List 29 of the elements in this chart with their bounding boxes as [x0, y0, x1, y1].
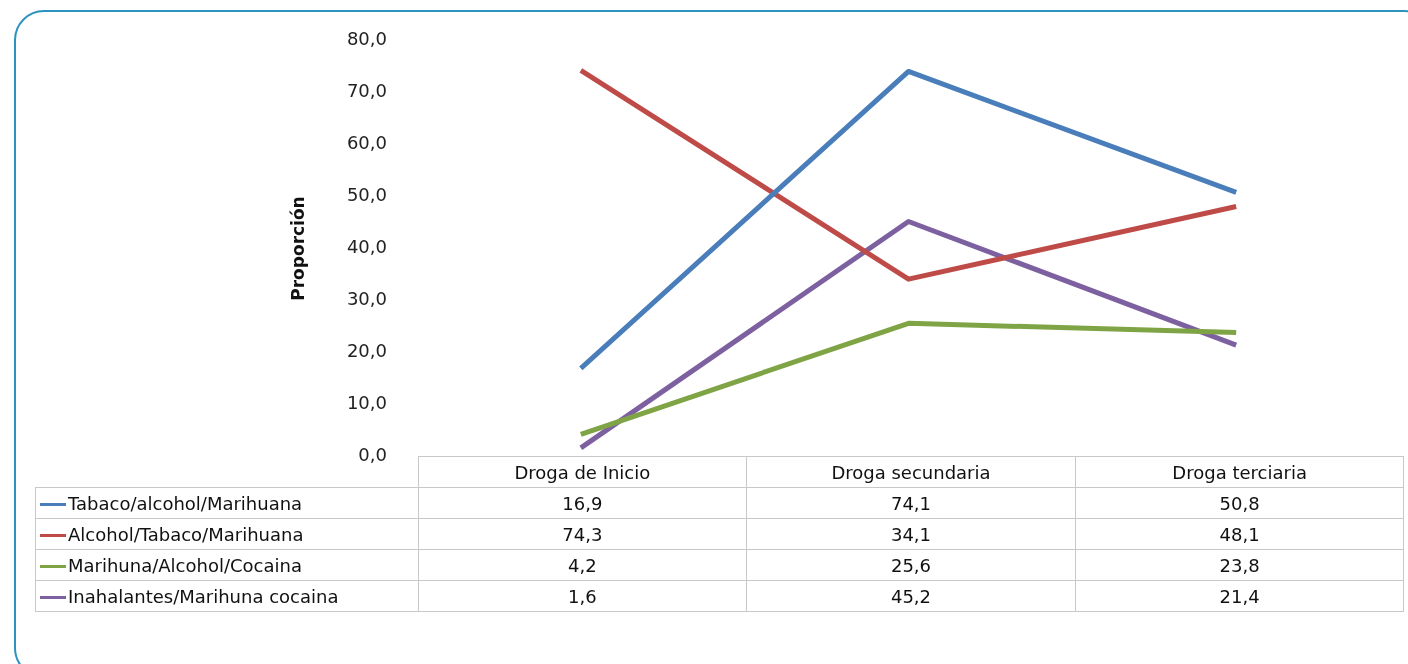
data-label: 4,2: [418, 549, 747, 581]
y-tick-label: 10,0: [346, 391, 387, 413]
y-tick-label: 80,0: [346, 28, 387, 50]
data-label: 74,1: [746, 487, 1076, 519]
data-label: 45,2: [746, 580, 1076, 612]
y-tick-label: 70,0: [346, 80, 387, 102]
legend-label: Marihuna/Alcohol/Cocaina: [35, 549, 418, 581]
y-tick-label: 40,0: [346, 236, 387, 258]
x-tick-label: Droga secundaria: [746, 456, 1076, 488]
x-tick-label: Droga de Inicio: [418, 456, 747, 488]
data-label: 1,6: [418, 580, 747, 612]
data-label: 16,9: [418, 487, 747, 519]
y-tick-label: 50,0: [346, 184, 387, 206]
data-label: 23,8: [1075, 549, 1404, 581]
y-tick-label: 0,0: [358, 443, 387, 465]
y-tick-label: 60,0: [346, 132, 387, 154]
legend-label: Alcohol/Tabaco/Marihuana: [35, 518, 418, 550]
data-label: 48,1: [1075, 518, 1404, 550]
legend-label: Inahalantes/Marihuna cocaina: [35, 580, 418, 612]
y-tick-label: 30,0: [346, 288, 387, 310]
x-tick-label: Droga terciaria: [1075, 456, 1404, 488]
y-tick-label: 20,0: [346, 340, 387, 362]
data-label: 50,8: [1075, 487, 1404, 519]
y-axis-title: Proporción: [287, 196, 308, 301]
data-label: 34,1: [746, 518, 1076, 550]
data-label: 21,4: [1075, 580, 1404, 612]
legend-label: Tabaco/alcohol/Marihuana: [35, 487, 418, 519]
data-label: 74,3: [418, 518, 747, 550]
data-label: 25,6: [746, 549, 1076, 581]
